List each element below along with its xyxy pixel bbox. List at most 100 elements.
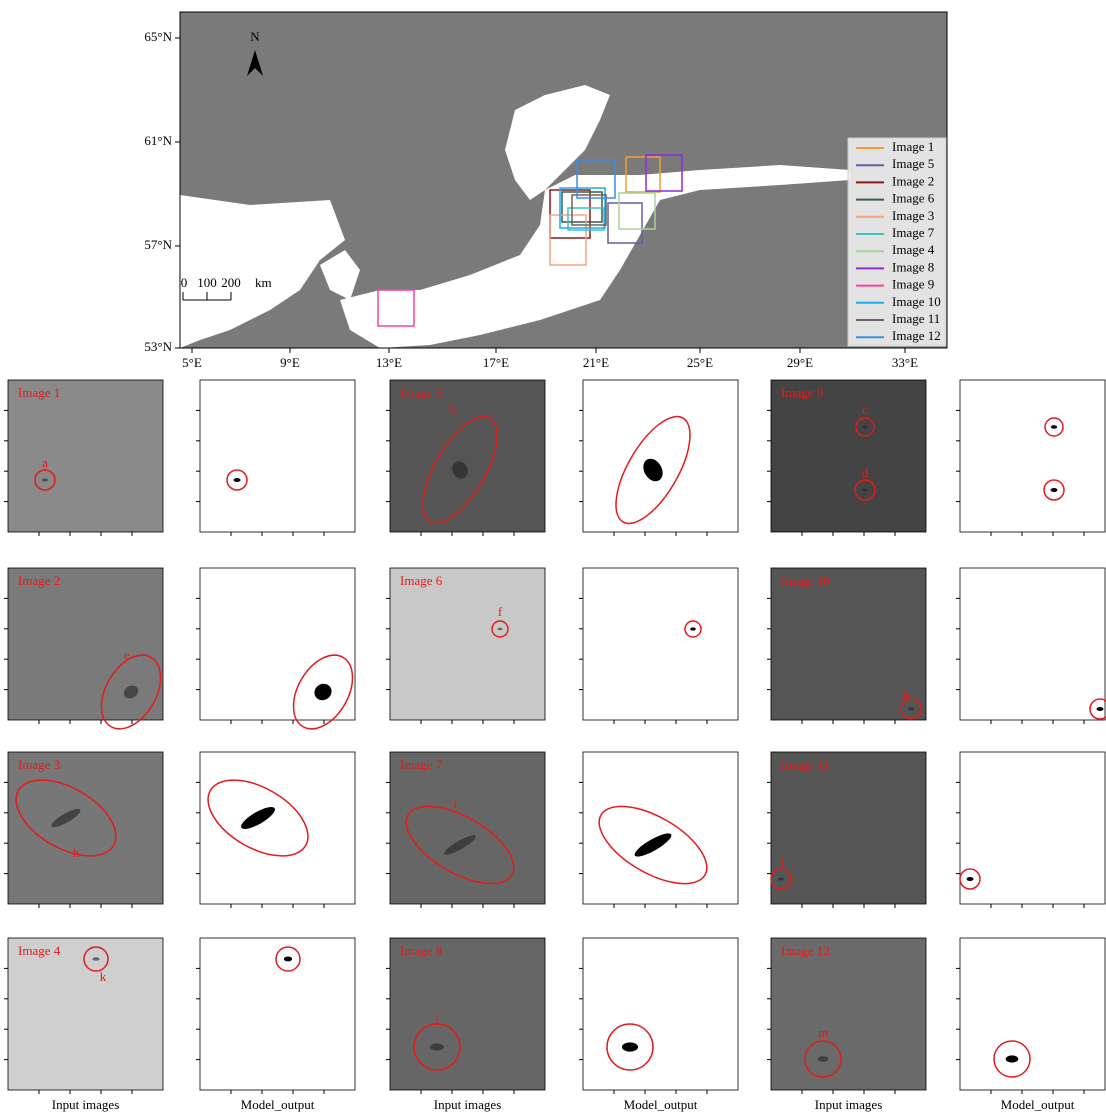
model-output-panel bbox=[579, 752, 738, 908]
panel-image bbox=[390, 938, 545, 1090]
column-label: Model_output bbox=[241, 1097, 315, 1112]
panel-image bbox=[200, 568, 355, 720]
dark-spot bbox=[1006, 1055, 1019, 1062]
input-image-panel: k Image 4 bbox=[4, 938, 163, 1094]
column-label: Model_output bbox=[624, 1097, 698, 1112]
marker-letter: k bbox=[100, 969, 107, 984]
column-label: Input images bbox=[52, 1097, 120, 1112]
panel-image bbox=[390, 568, 545, 720]
panel-image bbox=[771, 938, 926, 1090]
legend-label: Image 4 bbox=[892, 242, 935, 257]
dark-spot bbox=[862, 489, 868, 492]
scale-label: 200 bbox=[221, 275, 241, 290]
panel-image bbox=[8, 938, 163, 1090]
panel-label: Image 6 bbox=[400, 573, 443, 588]
marker-letter: j bbox=[779, 854, 784, 869]
model-output-panel bbox=[579, 938, 738, 1094]
marker-letter: h bbox=[73, 845, 80, 860]
panel-image bbox=[960, 380, 1105, 532]
legend-label: Image 5 bbox=[892, 156, 934, 171]
dark-spot bbox=[1051, 425, 1057, 429]
model-output-panel bbox=[956, 938, 1105, 1094]
map bbox=[180, 12, 947, 348]
panel-image bbox=[583, 752, 738, 904]
lon-label: 25°E bbox=[687, 355, 713, 370]
legend-label: Image 6 bbox=[892, 191, 935, 206]
dark-spot bbox=[1051, 488, 1058, 492]
dark-spot bbox=[234, 478, 241, 482]
dark-spot bbox=[92, 957, 99, 961]
legend-label: Image 9 bbox=[892, 277, 934, 292]
dark-spot bbox=[690, 627, 696, 630]
dark-spot bbox=[1097, 707, 1104, 711]
model-output-panel bbox=[956, 568, 1106, 724]
panel-image bbox=[583, 380, 738, 532]
model-output-panel bbox=[956, 752, 1105, 908]
panel-label: Image 3 bbox=[18, 757, 60, 772]
panel-label: Image 10 bbox=[781, 573, 830, 588]
panel-image bbox=[583, 568, 738, 720]
marker-letter: a bbox=[42, 455, 48, 470]
lat-label: 61°N bbox=[144, 133, 172, 148]
scale-label: km bbox=[255, 275, 272, 290]
panel-label: Image 7 bbox=[400, 757, 443, 772]
panel-image bbox=[8, 568, 163, 720]
dark-spot bbox=[42, 479, 48, 482]
legend-label: Image 3 bbox=[892, 208, 934, 223]
lon-label: 13°E bbox=[376, 355, 402, 370]
panel-image bbox=[960, 568, 1105, 720]
input-image-panel: e Image 2 bbox=[4, 568, 173, 739]
model-output-panel bbox=[195, 752, 355, 908]
panel-image bbox=[200, 380, 355, 532]
legend-label: Image 11 bbox=[892, 311, 940, 326]
panel-image bbox=[390, 380, 545, 532]
scale-label: 0 bbox=[181, 275, 188, 290]
panel-image bbox=[771, 380, 926, 532]
input-image-panel: bImage 5 bbox=[386, 380, 545, 536]
dark-spot bbox=[862, 426, 867, 429]
panel-image bbox=[583, 938, 738, 1090]
input-image-panel: f Image 6 bbox=[386, 568, 545, 724]
dark-spot bbox=[284, 957, 292, 962]
lat-label: 65°N bbox=[144, 29, 172, 44]
north-label: N bbox=[250, 29, 260, 44]
lon-label: 5°E bbox=[182, 355, 202, 370]
lon-label: 33°E bbox=[892, 355, 918, 370]
dark-spot bbox=[622, 1042, 638, 1051]
dark-spot bbox=[818, 1056, 829, 1061]
scale-label: 100 bbox=[197, 275, 217, 290]
panel-image bbox=[200, 938, 355, 1090]
marker-letter: d bbox=[862, 465, 869, 480]
input-image-panel: g Image 10 bbox=[767, 568, 926, 724]
legend-label: Image 2 bbox=[892, 173, 934, 188]
marker-letter: l bbox=[435, 1013, 439, 1028]
marker-letter: e bbox=[124, 647, 130, 662]
model-output-panel bbox=[579, 568, 738, 724]
dark-spot bbox=[908, 708, 914, 711]
marker-letter: f bbox=[498, 604, 503, 619]
model-output-panel bbox=[196, 380, 355, 536]
legend-label: Image 7 bbox=[892, 225, 935, 240]
input-image-panel: cdImage 9 bbox=[767, 380, 926, 536]
lon-label: 17°E bbox=[483, 355, 509, 370]
panel-image bbox=[8, 380, 163, 532]
dark-spot bbox=[778, 878, 784, 881]
column-label: Model_output bbox=[1001, 1097, 1075, 1112]
panel-label: Image 2 bbox=[18, 573, 60, 588]
input-image-panel: iImage 7 bbox=[386, 752, 545, 908]
lon-label: 29°E bbox=[787, 355, 813, 370]
panel-label: Image 8 bbox=[400, 943, 442, 958]
panel-label: Image 4 bbox=[18, 943, 61, 958]
panel-image bbox=[390, 752, 545, 904]
marker-letter: g bbox=[903, 685, 910, 700]
panel-image bbox=[960, 752, 1105, 904]
panel-label: Image 1 bbox=[18, 385, 60, 400]
panel-label: Image 5 bbox=[400, 385, 442, 400]
dark-spot bbox=[967, 877, 974, 881]
legend-label: Image 1 bbox=[892, 139, 934, 154]
column-label: Input images bbox=[815, 1097, 883, 1112]
model-output-panel bbox=[956, 380, 1105, 536]
dark-spot bbox=[498, 628, 503, 630]
